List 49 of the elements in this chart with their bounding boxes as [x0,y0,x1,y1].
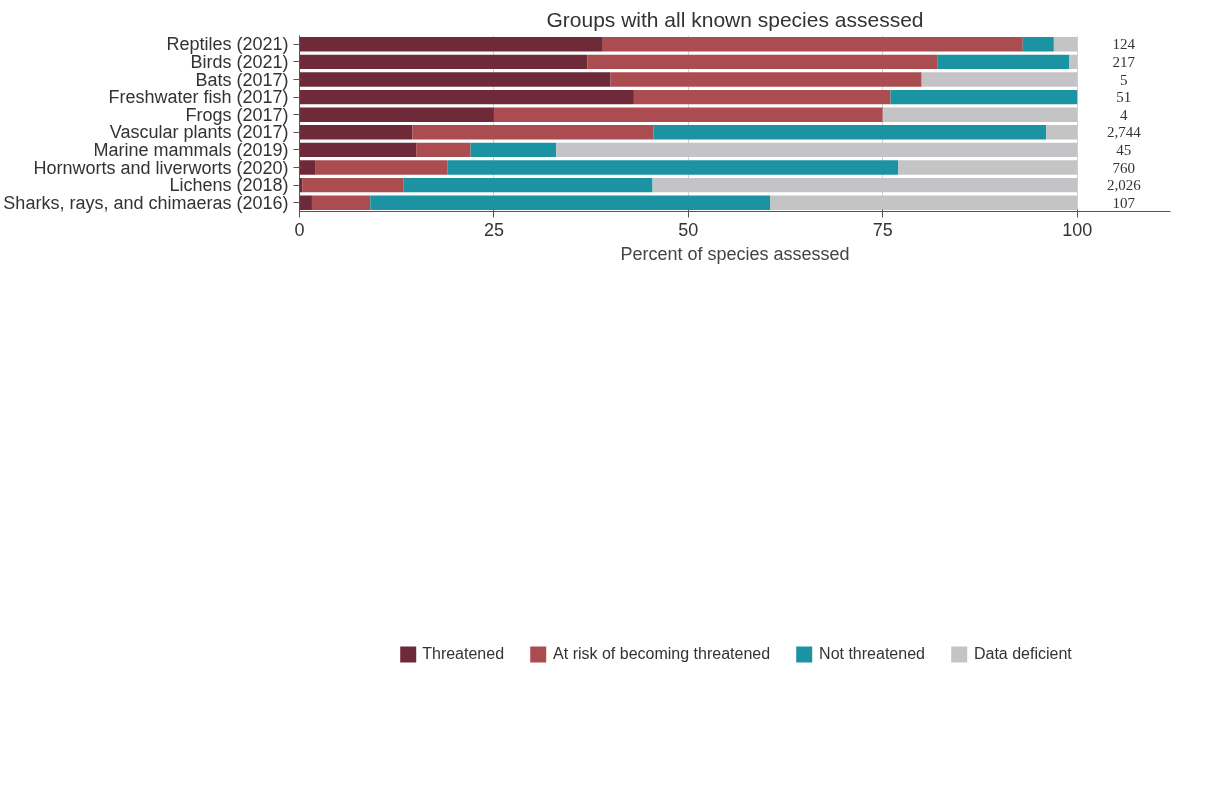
annotation: 124 [1112,36,1136,53]
bar [311,195,371,210]
bar [412,125,654,140]
legend-label: At risk of becoming threatened [553,645,771,663]
annotation: 5 [1120,71,1128,88]
x-tick-label: 50 [678,219,699,240]
bar [890,89,1078,105]
bar [299,195,312,210]
bar [299,72,611,87]
x-tick-label: 25 [483,219,504,240]
chart-title: Groups with all known species assessed [546,7,924,31]
annotation: 45 [1116,141,1132,158]
bar [299,37,603,52]
bar [937,54,1070,70]
legend-label: Not threatened [819,645,925,663]
bar [370,195,770,210]
annotation: 2,744 [1106,124,1142,141]
annotation: 760 [1112,159,1136,176]
bar [447,160,899,175]
x-tick-label: 100 [1062,219,1093,240]
bar [302,177,404,193]
legend-label: Threatened [422,645,505,663]
annotation: 51 [1116,89,1132,106]
bar [299,160,316,175]
bar [299,107,494,122]
y-tick-label: Reptiles (2021) [166,34,289,55]
bar [653,125,1047,140]
bar [587,54,938,70]
bar [602,37,1023,52]
annotation: 217 [1112,53,1136,70]
bar [493,107,883,122]
x-axis-title: Percent of species assessed [620,243,850,264]
bar [299,142,417,158]
annotation: 107 [1112,194,1136,211]
x-tick-label: 0 [294,219,305,240]
bar [299,125,413,140]
bar [403,177,653,193]
bar [315,160,448,175]
bar [299,89,634,105]
bar [416,142,471,158]
bar [1022,37,1054,52]
bar [470,142,557,158]
bar [610,72,922,87]
legend-label: Data deficient [973,645,1072,663]
x-tick-label: 75 [872,219,893,240]
bar [299,54,588,70]
bar [633,89,891,105]
annotation: 4 [1120,106,1129,123]
annotation: 2,026 [1106,177,1142,194]
